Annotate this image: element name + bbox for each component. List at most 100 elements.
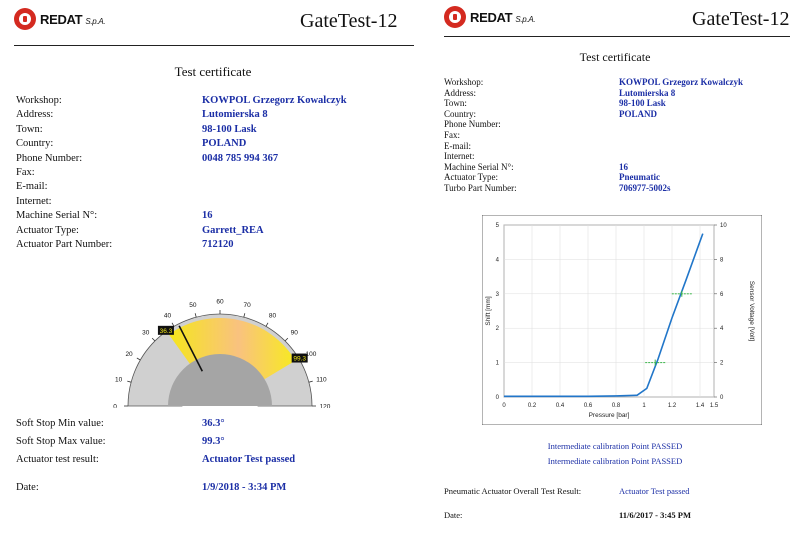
field-value: Lutomierska 8	[619, 87, 676, 98]
x-tick-label: 0.8	[612, 403, 621, 409]
gauge-tick-label: 80	[269, 313, 277, 320]
gauge-tick-label: 40	[164, 313, 172, 320]
y-tick-label: 1	[496, 361, 500, 367]
info-row: Machine Serial N°: 16	[16, 209, 347, 223]
field-label: Workshop:	[444, 77, 484, 87]
field-value: 0048 785 994 367	[202, 152, 279, 164]
redat-logo-icon	[444, 6, 466, 28]
calibration-status-2: Intermediate calibration Point PASSED	[547, 456, 683, 466]
summary-value: Actuator Test passed	[202, 454, 296, 465]
field-value: KOWPOL Grzegorz Kowalczyk	[202, 95, 347, 106]
info-row: Fax:	[16, 166, 347, 180]
date-row: Date: 11/6/2017 - 3:45 PM	[444, 510, 691, 520]
gauge-tick-label: 10	[115, 376, 123, 383]
field-value: Lutomierska 8	[202, 109, 268, 121]
summary-row: Actuator test result: Actuator Test passe…	[16, 454, 295, 465]
shift-pressure-chart: 0 0.2 0.4 0.6 0.8 1 1.2 1.4 1.50123450246810Pres…	[482, 215, 762, 425]
brand-name: REDAT S.p.A.	[40, 11, 106, 27]
date-value: 11/6/2017 - 3:45 PM	[619, 510, 692, 520]
field-value: 16	[619, 161, 628, 172]
info-row: E-mail:	[16, 180, 347, 194]
certificate-title: Test certificate	[174, 64, 252, 79]
field-label: Address:	[16, 109, 54, 121]
gauge-tick-label: 70	[244, 302, 252, 309]
y2-tick-label: 8	[720, 257, 724, 263]
certificate-page-left: REDAT S.p.A. GateTest-12 Test certificate…	[14, 8, 414, 493]
series-line	[504, 233, 704, 398]
x-tick-label: 1.5	[710, 403, 719, 409]
y-axis-label: Shift [mm]	[485, 296, 492, 325]
field-label: Phone Number:	[444, 119, 501, 130]
title-divider	[444, 36, 790, 37]
overall-result-row: Pneumatic Actuator Overall Test Result: …	[444, 486, 690, 496]
overall-result-value: Actuator Test passed	[619, 486, 690, 496]
gauge-tick-label: 100	[306, 351, 317, 358]
gauge-tick-label: 110	[316, 376, 327, 383]
svg-text:99.3: 99.3	[293, 356, 306, 363]
summary-value: 1/9/2018 - 3:34 PM	[202, 482, 287, 493]
field-label: Fax:	[444, 129, 461, 140]
gauge-tick	[136, 357, 141, 361]
gauge-tick-label: 90	[291, 329, 299, 336]
gauge-tick	[243, 313, 246, 318]
gauge-tick-label: 50	[189, 302, 197, 309]
field-value: POLAND	[202, 138, 247, 150]
customer-info: Workshop: KOWPOL Grzegorz Kowalczyk Addres…	[444, 77, 743, 194]
field-label: Turbo Part Number:	[444, 182, 517, 193]
field-value: Garrett_REA	[202, 224, 264, 236]
gauge-tick-label: 60	[216, 299, 224, 306]
y2-tick-label: 2	[720, 361, 724, 367]
gauge-tick	[171, 322, 175, 327]
field-value: POLAND	[619, 108, 657, 119]
gauge-hub	[168, 354, 272, 406]
field-label: Fax:	[16, 167, 35, 179]
min-marker: 36.3	[157, 325, 174, 335]
title-divider	[14, 45, 414, 46]
field-label: Phone Number:	[16, 152, 83, 164]
field-label: Internet:	[444, 151, 475, 162]
y2-tick-label: 0	[720, 395, 724, 401]
gauge-tick-label: 30	[142, 329, 150, 336]
summary-label: Soft Stop Min value:	[16, 418, 104, 429]
customer-info: Workshop: KOWPOL Grzegorz Kowalczyk Addres…	[16, 94, 347, 252]
gauge-tick-label: 0	[113, 404, 117, 409]
summary-label: Actuator test result:	[16, 454, 99, 465]
calibration-marker	[645, 359, 666, 366]
field-label: Address:	[444, 87, 476, 98]
overall-result-label: Pneumatic Actuator Overall Test Result:	[444, 486, 582, 496]
field-value: 712120	[202, 239, 234, 251]
summary-row: Date: 1/9/2018 - 3:34 PM	[16, 482, 286, 493]
field-value: Pneumatic	[619, 172, 660, 183]
y-tick-label: 0	[496, 395, 500, 401]
field-value: 706977-5002s	[619, 182, 671, 193]
gauge-tick	[265, 322, 269, 327]
field-value: 98-100 Lask	[619, 98, 666, 109]
gauge-tick	[127, 380, 132, 383]
field-label: Machine Serial N°:	[444, 161, 514, 172]
gauge-needle	[178, 325, 204, 372]
y-tick-label: 2	[496, 326, 500, 332]
x-tick-label: 1.2	[668, 403, 677, 409]
field-value: KOWPOL Grzegorz Kowalczyk	[619, 77, 743, 87]
info-row: Address: Lutomierska 8	[444, 88, 743, 99]
x-tick-label: 0	[502, 403, 506, 409]
y-tick-label: 5	[496, 223, 500, 229]
info-row: Workshop: KOWPOL Grzegorz Kowalczyk	[444, 77, 743, 88]
info-row: Address: Lutomierska 8	[16, 108, 347, 122]
field-label: Country:	[16, 138, 54, 150]
calibration-marker	[671, 290, 692, 297]
date-label: Date:	[444, 510, 463, 520]
soft-stop-gauge: 0 10 20 30 40 50 60 70 80 90 100 110 120 36.3 99.3	[113, 299, 331, 409]
info-row: Fax:	[444, 130, 743, 141]
x-tick-label: 0.4	[556, 403, 565, 409]
summary-row: Soft Stop Max value: 99.3°	[16, 436, 225, 447]
x-tick-label: 0.2	[528, 403, 537, 409]
certificate-page-right: REDAT S.p.A. GateTest-12 Test certificate…	[430, 0, 800, 533]
info-row: E-mail:	[444, 141, 743, 152]
field-label: Town:	[444, 98, 467, 109]
info-row: Turbo Part Number: 706977-5002s	[444, 183, 743, 194]
x-tick-label: 0.6	[584, 403, 593, 409]
field-label: E-mail:	[444, 140, 471, 151]
gauge-tick	[194, 313, 197, 318]
field-label: Country:	[444, 108, 477, 119]
